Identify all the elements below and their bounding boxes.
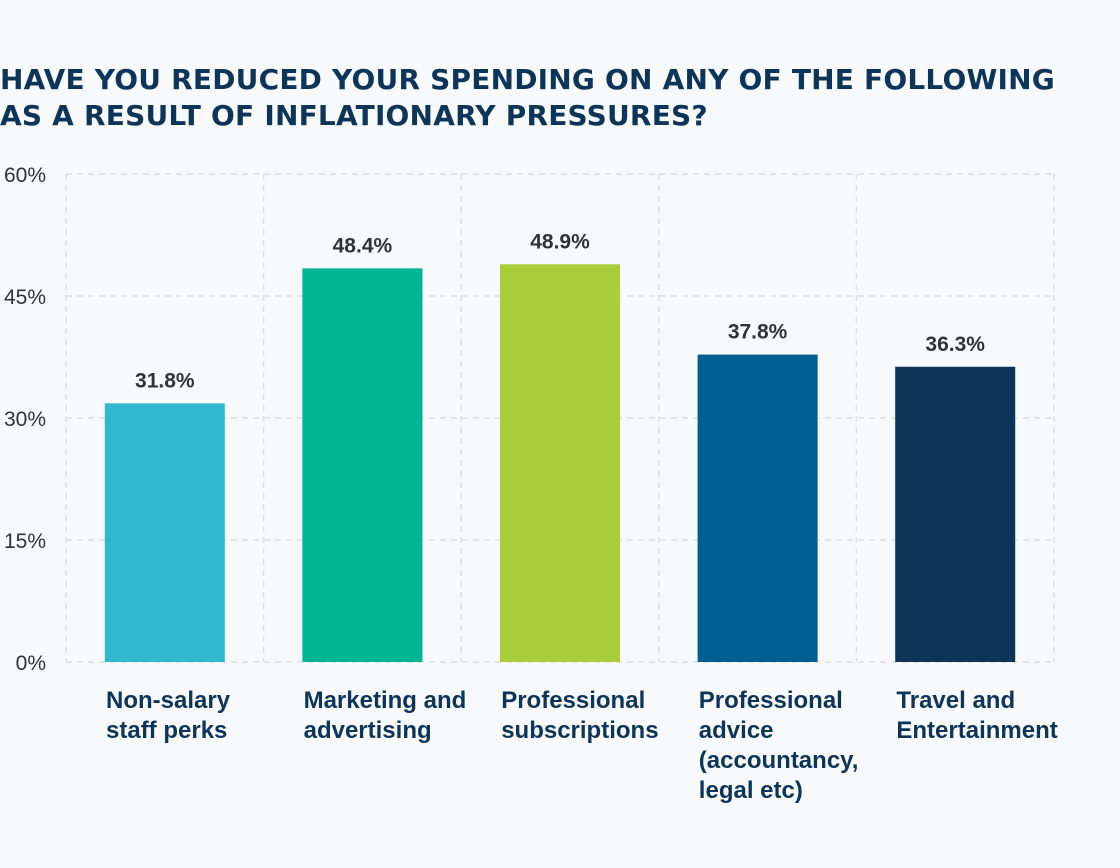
y-tick-label: 15%	[4, 530, 46, 553]
category-label: Professional subscriptions	[501, 687, 658, 744]
data-label: 36.3%	[925, 333, 985, 356]
bar	[895, 366, 1016, 662]
y-tick-label: 30%	[4, 408, 46, 431]
data-label: 31.8%	[135, 369, 195, 392]
data-label: 48.4%	[333, 234, 393, 257]
y-tick-label: 0%	[16, 652, 46, 675]
category-label: Non-salary staff perks	[106, 687, 231, 744]
category-label: Marketing and advertising	[304, 687, 467, 744]
data-labels: 31.8% 48.4% 48.9% 37.8% 36.3%	[135, 230, 985, 392]
bar	[697, 354, 818, 662]
x-axis-labels: Non-salary staff perks Marketing and advert…	[106, 687, 1058, 804]
y-tick-label: 45%	[4, 286, 46, 309]
y-tick-label: 60%	[4, 164, 46, 187]
category-label: Travel and Entertainment	[896, 687, 1057, 744]
bar	[302, 268, 423, 662]
data-label: 37.8%	[728, 321, 788, 344]
data-label: 48.9%	[530, 230, 590, 253]
category-label: Professional advice (accountancy, legal etc…	[699, 687, 859, 804]
chart-title: HAVE YOU REDUCED YOUR SPENDING ON ANY OF…	[0, 63, 1055, 132]
bar	[500, 264, 620, 662]
bar	[104, 403, 225, 662]
bars	[104, 264, 1016, 662]
y-axis-ticks: 0% 15% 30% 45% 60%	[4, 164, 46, 675]
gridlines	[65, 173, 1055, 663]
